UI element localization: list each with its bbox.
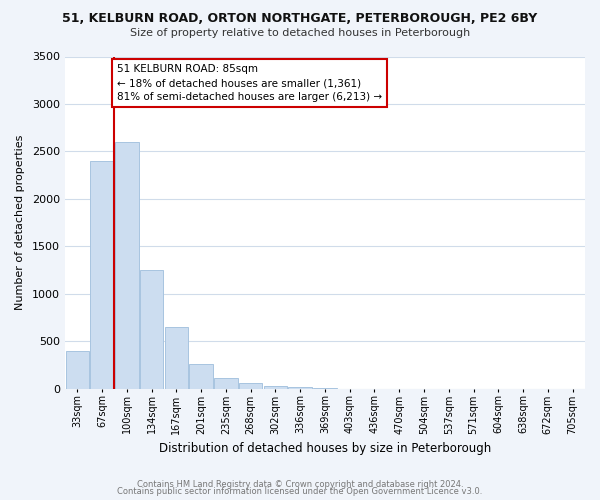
Bar <box>115 142 139 388</box>
Bar <box>263 386 287 388</box>
Bar <box>140 270 163 388</box>
X-axis label: Distribution of detached houses by size in Peterborough: Distribution of detached houses by size … <box>159 442 491 455</box>
Bar <box>91 161 114 388</box>
Text: 51 KELBURN ROAD: 85sqm
← 18% of detached houses are smaller (1,361)
81% of semi-: 51 KELBURN ROAD: 85sqm ← 18% of detached… <box>117 64 382 102</box>
Text: Contains HM Land Registry data © Crown copyright and database right 2024.: Contains HM Land Registry data © Crown c… <box>137 480 463 489</box>
Y-axis label: Number of detached properties: Number of detached properties <box>15 135 25 310</box>
Bar <box>65 351 89 389</box>
Text: 51, KELBURN ROAD, ORTON NORTHGATE, PETERBOROUGH, PE2 6BY: 51, KELBURN ROAD, ORTON NORTHGATE, PETER… <box>62 12 538 26</box>
Text: Size of property relative to detached houses in Peterborough: Size of property relative to detached ho… <box>130 28 470 38</box>
Bar <box>239 383 262 388</box>
Bar <box>190 364 213 388</box>
Text: Contains public sector information licensed under the Open Government Licence v3: Contains public sector information licen… <box>118 487 482 496</box>
Bar <box>214 378 238 388</box>
Bar <box>164 327 188 388</box>
